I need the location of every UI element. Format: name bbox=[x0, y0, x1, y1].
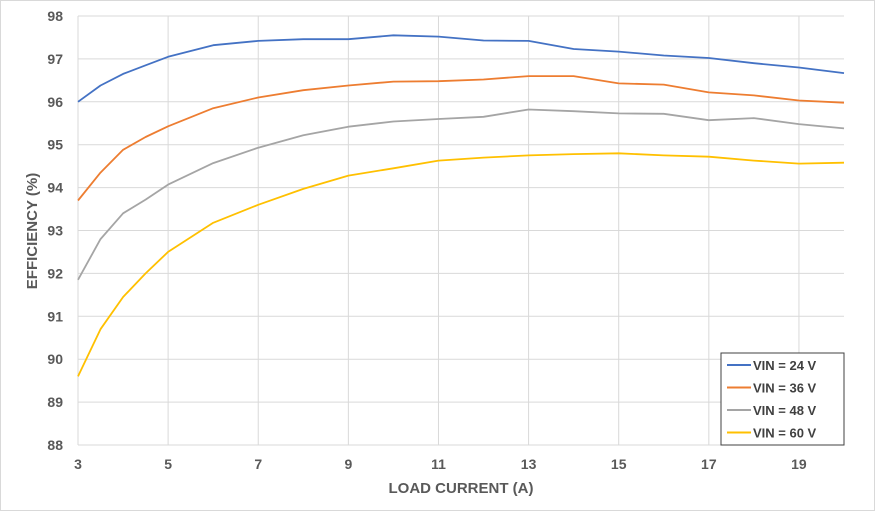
y-tick-label: 90 bbox=[47, 351, 63, 367]
y-tick-label: 88 bbox=[47, 437, 63, 453]
legend-label: VIN = 36 V bbox=[753, 381, 817, 396]
legend-label: VIN = 48 V bbox=[753, 403, 817, 418]
gridlines bbox=[77, 15, 844, 446]
y-axis-ticks: 88 89 90 91 92 93 94 95 96 97 98 bbox=[47, 8, 63, 453]
series-line-4 bbox=[77, 152, 845, 377]
x-tick-label: 11 bbox=[431, 456, 446, 472]
x-tick-label: 17 bbox=[701, 456, 717, 472]
x-tick-label: 9 bbox=[344, 456, 352, 472]
x-axis-ticks: 3 5 7 9 11 13 15 17 19 bbox=[74, 456, 807, 472]
y-tick-label: 91 bbox=[47, 308, 63, 324]
x-tick-label: 3 bbox=[74, 456, 82, 472]
legend: VIN = 24 V VIN = 36 V VIN = 48 V VIN = 60 V bbox=[720, 352, 845, 446]
y-tick-label: 93 bbox=[47, 223, 63, 239]
legend-label: VIN = 24 V bbox=[753, 358, 817, 373]
x-axis-title: LOAD CURRENT (A) bbox=[389, 480, 534, 497]
x-tick-label: 13 bbox=[521, 456, 537, 472]
y-tick-label: 89 bbox=[47, 394, 63, 410]
series-line-3 bbox=[77, 108, 845, 281]
y-tick-label: 95 bbox=[47, 137, 63, 153]
x-tick-label: 15 bbox=[611, 456, 627, 472]
y-tick-label: 96 bbox=[47, 94, 63, 110]
series-line-1 bbox=[77, 34, 845, 103]
legend-label: VIN = 60 V bbox=[753, 426, 817, 441]
x-tick-label: 7 bbox=[254, 456, 262, 472]
data-series bbox=[77, 34, 845, 377]
y-tick-label: 98 bbox=[47, 8, 63, 24]
y-tick-label: 94 bbox=[47, 180, 63, 196]
y-axis-title: EFFICIENCY (%) bbox=[24, 173, 41, 289]
series-line-2 bbox=[77, 75, 845, 202]
y-tick-label: 97 bbox=[47, 51, 63, 67]
y-tick-label: 92 bbox=[47, 265, 63, 281]
legend-box bbox=[720, 352, 845, 446]
x-tick-label: 19 bbox=[791, 456, 807, 472]
x-tick-label: 5 bbox=[164, 456, 172, 472]
